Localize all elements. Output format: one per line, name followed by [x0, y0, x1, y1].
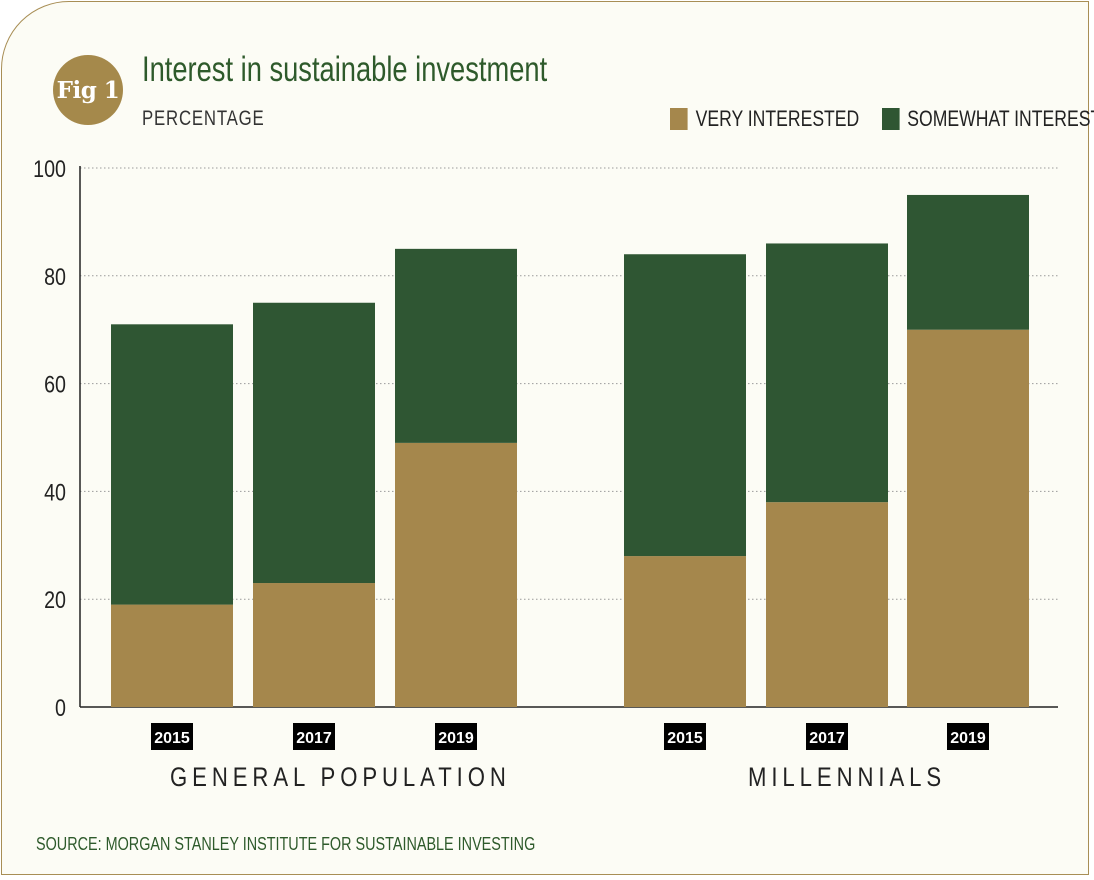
- legend-swatch-very: [670, 108, 688, 130]
- year-tag-label-1-2017: 2017: [809, 730, 845, 747]
- fig-badge-text: Fig 1: [56, 76, 120, 104]
- year-tag-box-1-2015: [664, 723, 706, 750]
- legend-item-very: VERY INTERESTED: [670, 106, 859, 132]
- year-tag-label-1-2015: 2015: [667, 730, 703, 747]
- year-tag-label-0-2017: 2017: [296, 730, 332, 747]
- legend-item-somewhat: SOMEWHAT INTERESTED: [881, 106, 1094, 132]
- y-tick-label-60: 60: [44, 371, 66, 398]
- year-tag-box-0-2019: [435, 723, 477, 750]
- legend-label-very: VERY INTERESTED: [695, 106, 860, 131]
- year-tag-label-0-2015: 2015: [154, 730, 190, 747]
- bar-somewhat-0-2019: [395, 248, 517, 443]
- year-tag-label-1-2019: 2019: [950, 730, 986, 747]
- legend-label-somewhat: SOMEWHAT INTERESTED: [907, 106, 1094, 131]
- y-tick-label-100: 100: [33, 155, 66, 182]
- bar-very-0-2017: [253, 583, 375, 707]
- chart-title: Interest in sustainable investment: [142, 50, 548, 89]
- bar-somewhat-1-2017: [766, 243, 888, 503]
- group-label-millennials: MILLENNIALS: [748, 762, 947, 792]
- bar-somewhat-0-2015: [111, 324, 233, 605]
- year-tag-label-0-2019: 2019: [438, 730, 474, 747]
- source-note: SOURCE: MORGAN STANLEY INSTITUTE FOR SUS…: [36, 834, 536, 854]
- chart-subtitle: PERCENTAGE: [142, 107, 265, 130]
- year-tag-box-1-2019: [947, 723, 989, 750]
- legend: VERY INTERESTED SOMEWHAT INTERESTED: [670, 106, 1094, 132]
- y-tick-label-0: 0: [55, 694, 66, 721]
- year-tag-box-1-2017: [806, 723, 848, 750]
- bar-very-0-2019: [395, 442, 517, 707]
- bar-somewhat-1-2015: [624, 254, 746, 557]
- bar-somewhat-1-2019: [907, 194, 1029, 330]
- legend-swatch-somewhat: [881, 108, 900, 130]
- fig-badge: Fig 1: [53, 55, 123, 125]
- year-tag-box-0-2017: [293, 723, 335, 750]
- y-tick-label-40: 40: [44, 479, 66, 506]
- bar-very-1-2017: [766, 502, 888, 707]
- y-tick-label-80: 80: [44, 263, 66, 290]
- year-tag-box-0-2015: [151, 723, 193, 750]
- bar-very-1-2015: [624, 556, 746, 707]
- bar-very-1-2019: [907, 329, 1029, 707]
- bar-very-0-2015: [111, 604, 233, 707]
- group-label-general-population: GENERAL POPULATION: [170, 762, 511, 792]
- y-tick-label-20: 20: [44, 586, 66, 613]
- bar-somewhat-0-2017: [253, 302, 375, 584]
